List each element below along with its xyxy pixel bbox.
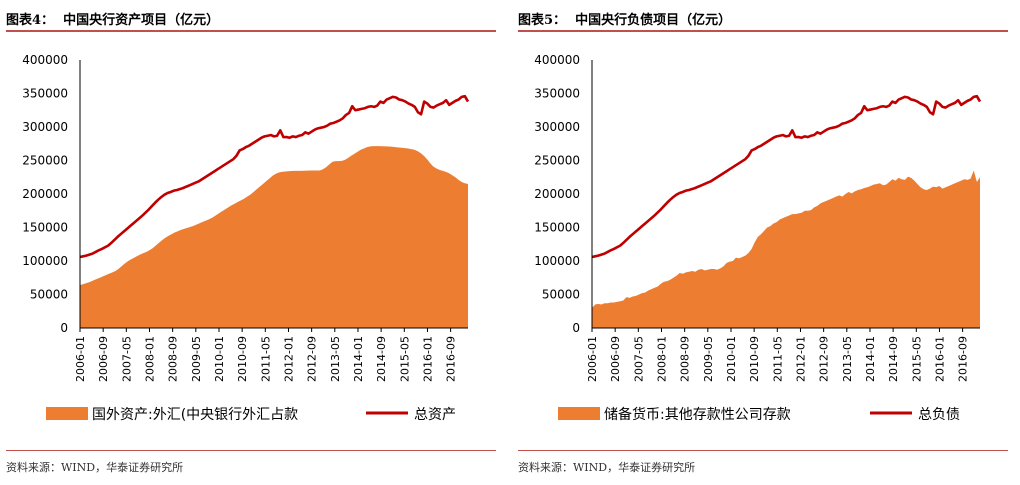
x-tick-label: 2006-09 — [609, 336, 622, 382]
y-tick-label: 300000 — [22, 120, 68, 134]
x-tick-label: 2014-01 — [352, 336, 365, 382]
y-tick-label: 100000 — [22, 254, 68, 268]
y-tick-label: 0 — [572, 321, 580, 335]
chart-svg: 400000 350000 300000 250000 200000 150000 1000… — [22, 53, 470, 423]
chart-title: 图表5： 中国央行负债项目（亿元） — [518, 13, 732, 28]
x-tick-label: 2016-01 — [933, 336, 946, 382]
legend-label-line: 总资产 — [414, 407, 456, 423]
series-area — [592, 170, 980, 328]
x-tick-label: 2011-05 — [259, 336, 272, 382]
x-tick-label: 2016-09 — [957, 336, 970, 382]
x-tick-label: 2008-01 — [655, 336, 668, 382]
y-tick-label: 200000 — [534, 187, 580, 201]
y-tick-label: 200000 — [22, 187, 68, 201]
x-tick-label: 2010-01 — [213, 336, 226, 382]
x-tick-label: 2006-01 — [586, 336, 599, 382]
legend-label-line: 总负债 — [918, 407, 960, 423]
x-tick-label: 2014-09 — [887, 336, 900, 382]
legend-label-area: 国外资产:外汇(中央银行外汇占款 — [92, 407, 298, 423]
x-tick-label: 2015-05 — [398, 336, 411, 382]
y-tick-label: 150000 — [22, 221, 68, 235]
x-tick-label: 2009-05 — [190, 336, 203, 382]
x-tick-label: 2014-09 — [375, 336, 388, 382]
x-tick-label: 2013-05 — [329, 336, 342, 382]
x-tick-label: 2016-09 — [445, 336, 458, 382]
x-tick-label: 2013-05 — [841, 336, 854, 382]
series-area — [80, 146, 468, 328]
x-tick-label: 2010-09 — [236, 336, 249, 382]
x-tick-label: 2008-01 — [143, 336, 156, 382]
series-line — [79, 94, 470, 259]
x-tick-label: 2016-01 — [421, 336, 434, 382]
y-tick-label: 0 — [60, 321, 68, 335]
series-line — [591, 94, 982, 259]
legend-label-area: 储备货币:其他存款性公司存款 — [604, 406, 791, 423]
chart-panel-liabilities: 图表5： 中国央行负债项目（亿元） 400000 350000 300000 2500… — [518, 0, 1008, 485]
x-tick-label: 2015-05 — [910, 336, 923, 382]
source-note: 资料来源：WIND，华泰证券研究所 — [6, 461, 184, 474]
legend-swatch-area — [46, 407, 88, 420]
x-tick-label: 2012-09 — [306, 336, 319, 382]
x-tick-label: 2012-01 — [794, 336, 807, 382]
title-divider — [6, 30, 496, 32]
x-tick-label: 2009-05 — [702, 336, 715, 382]
x-tick-label: 2006-01 — [74, 336, 87, 382]
y-tick-label: 300000 — [534, 120, 580, 134]
x-tick-label: 2007-05 — [120, 336, 133, 382]
footer-divider — [518, 450, 1008, 451]
y-tick-label: 350000 — [22, 87, 68, 101]
y-tick-label: 50000 — [542, 288, 580, 302]
y-tick-label: 350000 — [534, 87, 580, 101]
y-tick-label: 400000 — [22, 53, 68, 67]
y-tick-label: 50000 — [30, 288, 68, 302]
title-divider — [518, 30, 1008, 32]
x-tick-label: 2014-01 — [864, 336, 877, 382]
chart-svg: 400000 350000 300000 250000 200000 150000 1000… — [534, 53, 982, 423]
x-tick-label: 2006-09 — [97, 336, 110, 382]
x-tick-label: 2010-09 — [748, 336, 761, 382]
x-tick-label: 2012-09 — [818, 336, 831, 382]
y-tick-label: 250000 — [22, 154, 68, 168]
y-tick-label: 100000 — [534, 254, 580, 268]
x-tick-label: 2012-01 — [282, 336, 295, 382]
source-note: 资料来源：WIND，华泰证券研究所 — [518, 461, 696, 474]
y-tick-label: 150000 — [534, 221, 580, 235]
y-tick-label: 400000 — [534, 53, 580, 67]
legend-swatch-area — [558, 407, 600, 420]
chart-panel-assets: 图表4： 中国央行资产项目（亿元） 400000 350000 300000 2500… — [6, 0, 496, 485]
x-tick-label: 2008-09 — [679, 336, 692, 382]
x-tick-label: 2007-05 — [632, 336, 645, 382]
x-tick-label: 2008-09 — [167, 336, 180, 382]
chart-title: 图表4： 中国央行资产项目（亿元） — [6, 13, 220, 28]
x-tick-label: 2010-01 — [725, 336, 738, 382]
x-tick-label: 2011-05 — [771, 336, 784, 382]
footer-divider — [6, 450, 496, 451]
y-tick-label: 250000 — [534, 154, 580, 168]
